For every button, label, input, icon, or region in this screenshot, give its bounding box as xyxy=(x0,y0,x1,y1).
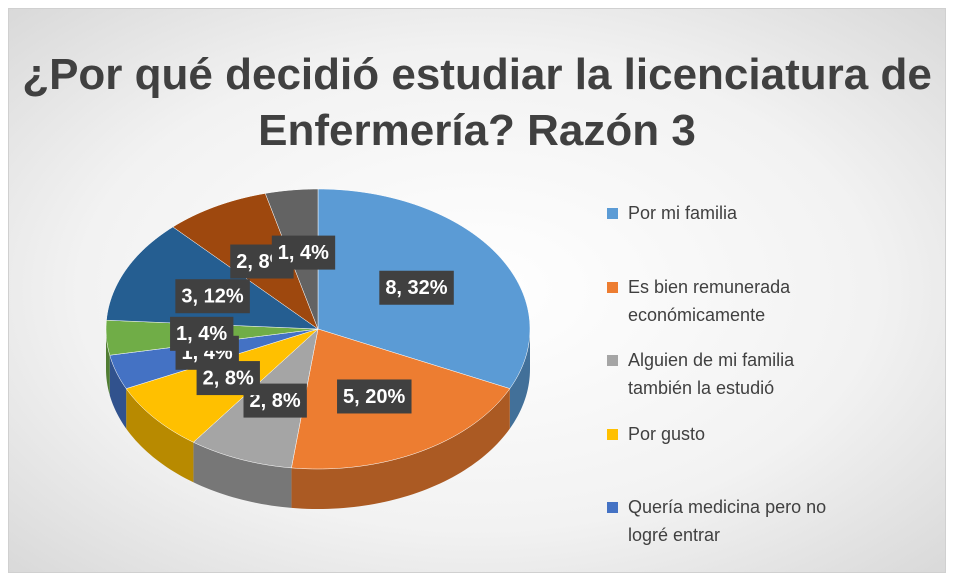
legend-swatch xyxy=(607,502,618,513)
slice-side xyxy=(291,388,510,509)
data-label-text: 3, 12% xyxy=(181,285,243,307)
legend-item: Quería medicina pero no logré entrar xyxy=(607,493,848,549)
data-label: 8, 32% xyxy=(379,270,454,305)
data-label-box xyxy=(337,379,412,414)
legend-label: Por mi familia xyxy=(628,203,738,223)
data-label-box xyxy=(271,235,336,270)
slice-side xyxy=(106,329,110,396)
data-label: 5, 20% xyxy=(337,379,412,414)
chart: ¿Por qué decidió estudiar la licenciatur… xyxy=(8,8,946,573)
legend-label: Alguien de mi familia también la estudió xyxy=(628,350,795,398)
data-label: 1, 4% xyxy=(271,235,336,270)
plot: 8, 32%5, 20%2, 8%2, 8%1, 4%1, 4%3, 12%2,… xyxy=(105,188,531,509)
slice-side xyxy=(109,355,127,429)
legend-swatch xyxy=(607,355,618,366)
data-label: 2, 8% xyxy=(243,383,307,418)
legend-item: Por gusto xyxy=(607,420,848,448)
data-label: 1, 4% xyxy=(170,316,234,351)
slice xyxy=(106,226,319,330)
legend-swatch xyxy=(607,208,618,219)
legend-item: Es bien remunerada económicamente xyxy=(607,273,848,329)
legend-label: Quería medicina pero no logré entrar xyxy=(628,497,827,545)
legend-swatch xyxy=(607,281,618,293)
data-label: 3, 12% xyxy=(175,279,250,314)
legend-label: Por gusto xyxy=(628,423,706,444)
chart-title: ¿Por qué decidió estudiar la licenciatur… xyxy=(22,50,932,155)
slice-side xyxy=(193,442,292,508)
data-label-box xyxy=(170,316,234,351)
slice-side xyxy=(126,388,194,483)
data-label-text: 8, 32% xyxy=(385,277,447,299)
data-label-box xyxy=(175,279,250,314)
data-label-text: 1, 4% xyxy=(176,323,227,345)
data-label-text: 5, 20% xyxy=(343,386,405,408)
legend-label: Es bien remunerada económicamente xyxy=(628,276,791,325)
legend-swatch xyxy=(607,428,618,440)
legend-item: Alguien de mi familia también la estudió xyxy=(607,346,848,402)
legend-item: Por mi familia xyxy=(607,199,848,227)
data-label-text: 1, 4% xyxy=(278,242,329,264)
data-label-box xyxy=(379,270,454,305)
data-label-text: 2, 8% xyxy=(249,390,300,412)
slice-side xyxy=(509,329,530,429)
data-label-text: 2, 8% xyxy=(203,367,254,389)
